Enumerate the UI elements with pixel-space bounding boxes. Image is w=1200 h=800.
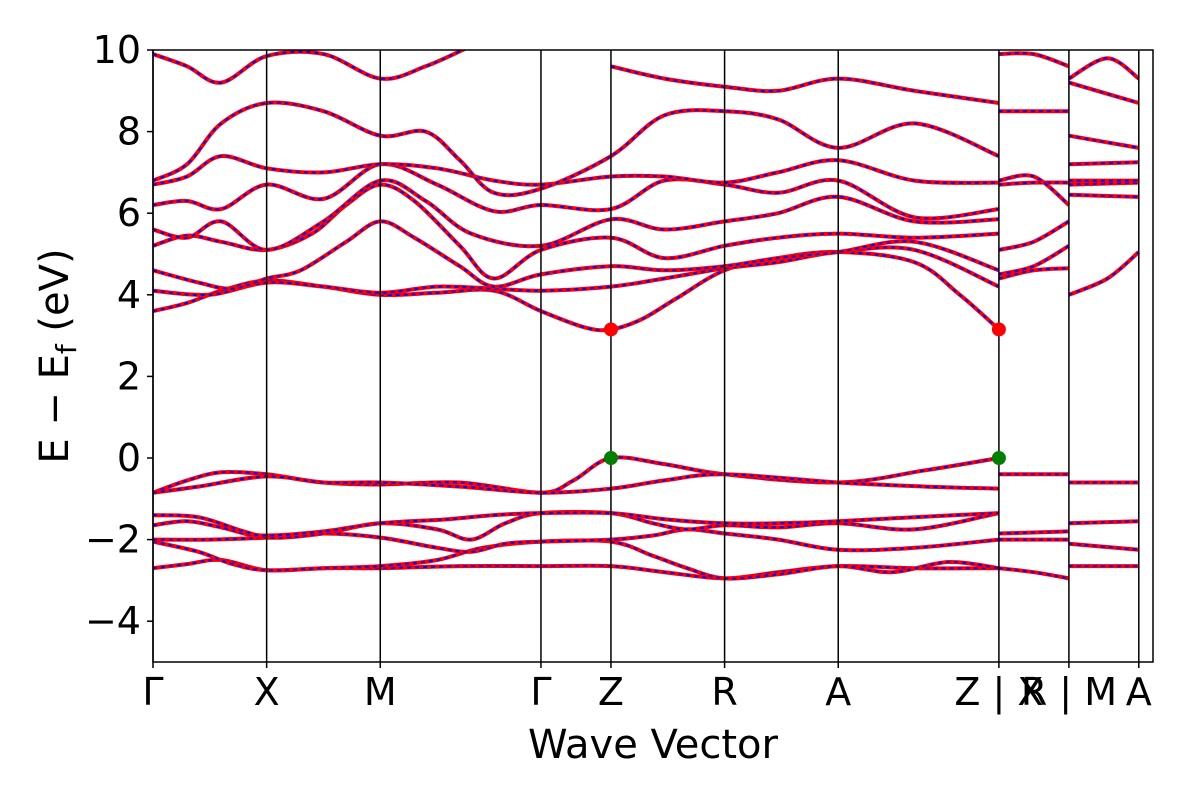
band-line-overlay-32 xyxy=(1068,251,1140,296)
band-line-overlay-37 xyxy=(1068,134,1139,149)
band-line-overlay-12 xyxy=(153,163,999,220)
x-tick-label-4: Z xyxy=(598,670,624,714)
y-axis-label-main: E − E xyxy=(32,354,78,464)
x-tick-label-5: R xyxy=(711,670,737,714)
vbm-marker-0 xyxy=(603,451,618,465)
x-tick-label-0: Γ xyxy=(142,670,163,714)
band-line-overlay-27 xyxy=(998,52,1070,68)
band-line-38 xyxy=(1068,80,1140,105)
band-line-overlay-20 xyxy=(998,567,1070,580)
band-line-overlay-4 xyxy=(153,511,999,537)
x-tick-label-3: Γ xyxy=(530,670,551,714)
band-line-overlay-21 xyxy=(998,267,1069,280)
band-line-overlay-14 xyxy=(153,101,1000,197)
y-tick-label-6: 8 xyxy=(117,110,141,154)
band-line-overlay-15 xyxy=(153,50,465,84)
vbm-marker-1 xyxy=(991,451,1006,465)
band-line-overlay-24 xyxy=(998,181,1069,186)
band-line-overlay-39 xyxy=(1068,57,1140,80)
x-tick-label-9: A xyxy=(1126,670,1152,714)
band-line-overlay-13 xyxy=(153,155,999,186)
band-line-overlay-10 xyxy=(153,183,999,280)
band-line-overlay-9 xyxy=(153,220,1000,290)
band-line-overlay-34 xyxy=(1068,181,1139,186)
band-line-overlay-33 xyxy=(1068,193,1139,198)
band-line-overlay-18 xyxy=(998,530,1069,535)
y-tick-label-4: 4 xyxy=(117,273,141,317)
y-tick-label-7: 10 xyxy=(93,28,141,72)
x-axis-label: Wave Vector xyxy=(528,722,779,768)
y-axis-ticks: −4 −2 0 2 4 6 8 10 xyxy=(85,28,153,643)
band-line-overlay-29 xyxy=(1068,520,1139,525)
y-tick-label-2: 0 xyxy=(117,436,141,480)
y-axis-label: E − Ef (eV) xyxy=(32,248,83,463)
band-line-overlay-36 xyxy=(1068,161,1139,166)
y-tick-label-5: 6 xyxy=(117,191,141,235)
band-line-overlay-30 xyxy=(1068,542,1139,551)
cbm-marker-0 xyxy=(603,322,618,337)
x-tick-label-1: X xyxy=(254,670,280,714)
band-line-overlay-25 xyxy=(998,174,1070,206)
y-tick-label-0: −4 xyxy=(85,599,141,643)
band-line-overlay-23 xyxy=(998,220,1070,251)
x-tick-label-8: R | M xyxy=(1021,670,1117,715)
y-tick-label-1: −2 xyxy=(85,518,141,562)
y-axis-label-unit: (eV) xyxy=(32,248,78,344)
band-line-overlay-16 xyxy=(610,65,1000,104)
band-line-overlay-1 xyxy=(153,539,1000,580)
x-tick-label-6: A xyxy=(825,670,851,714)
y-axis-label-subscript: f xyxy=(50,343,83,354)
y-tick-label-3: 2 xyxy=(117,354,141,398)
band-extrema-markers xyxy=(603,322,1006,465)
band-line-overlay-11 xyxy=(153,179,999,251)
x-tick-label-7: Z | X xyxy=(954,670,1043,715)
x-tick-label-2: M xyxy=(364,670,397,714)
plot-frame xyxy=(152,49,1154,663)
cbm-marker-1 xyxy=(991,322,1006,337)
band-line-overlay-22 xyxy=(998,244,1070,276)
